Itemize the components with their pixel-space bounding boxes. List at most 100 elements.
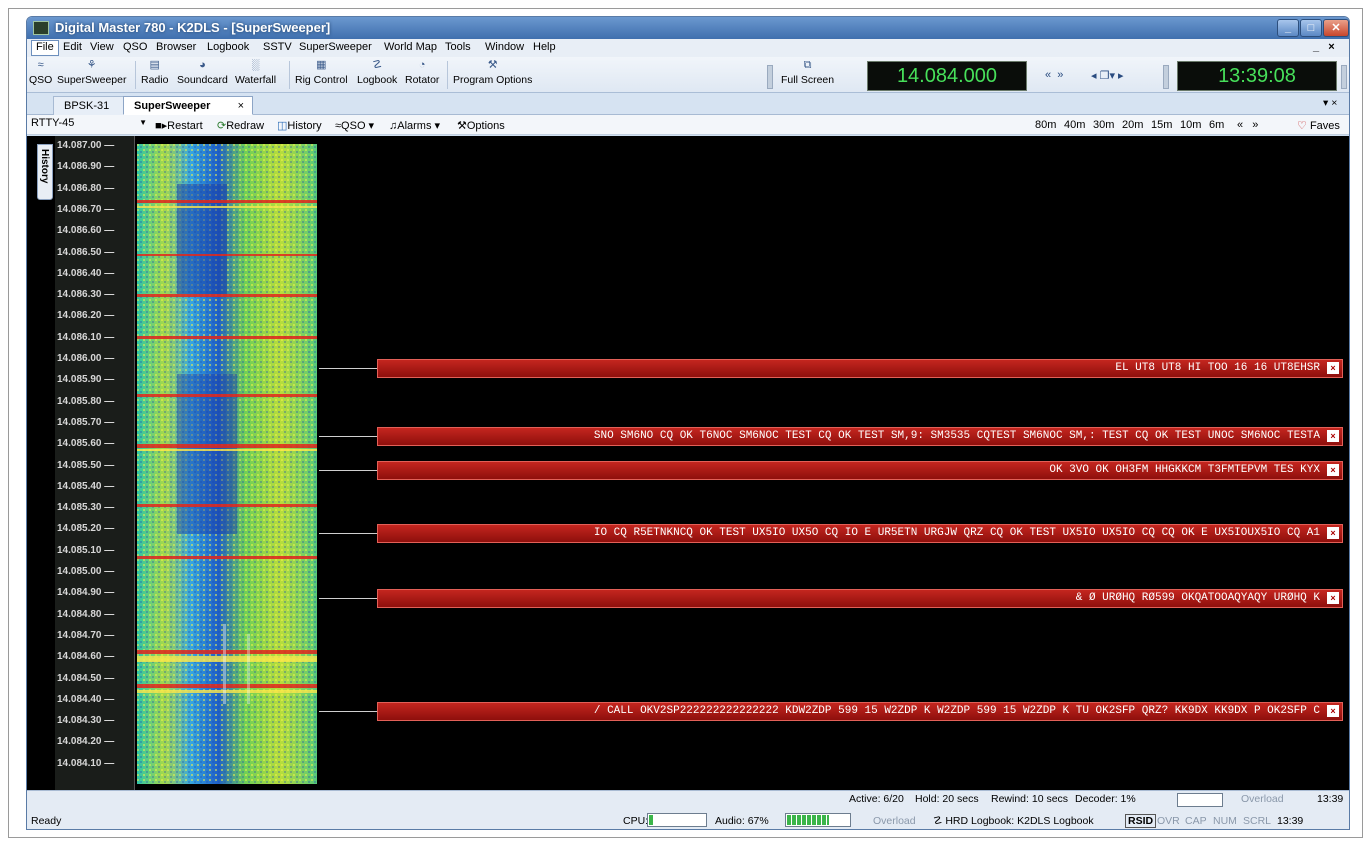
menu-browser[interactable]: Browser [156, 41, 197, 53]
rewind-buttons[interactable]: « » [1045, 69, 1064, 81]
frequency-tick: 14.084.70 — [57, 629, 115, 641]
audio-meter-fill [787, 815, 829, 825]
menu-edit[interactable]: Edit [63, 41, 82, 53]
maximize-button[interactable]: □ [1300, 19, 1322, 37]
waterfall-display[interactable] [137, 144, 317, 784]
decoder-window[interactable]: IO CQ R5ETNKNCQ OK TEST UX5IO UX5O CQ IO… [377, 524, 1343, 543]
rewind-time: Rewind: 10 secs [991, 793, 1069, 805]
tab-menu-controls[interactable]: ▾ × [1323, 97, 1338, 109]
close-icon[interactable]: × [1327, 592, 1339, 604]
menu-qso[interactable]: QSO [123, 41, 148, 53]
soundcard-button[interactable]: ◕ Soundcard [177, 59, 228, 86]
menu-logbook[interactable]: Logbook [207, 41, 250, 53]
rotator-button[interactable]: ◔ Rotator [405, 59, 440, 86]
status-bar: Active: 6/20 Hold: 20 secs Rewind: 10 se… [27, 790, 1349, 829]
rig-control-button[interactable]: ▦ Rig Control [295, 59, 348, 86]
decoder-window[interactable]: / CALL OKV2SP222222222222222 KDW2ZDP 599… [377, 702, 1343, 721]
menu-view[interactable]: View [90, 41, 114, 53]
frequency-tick: 14.086.30 — [57, 289, 115, 301]
menu-file[interactable]: File [31, 40, 59, 56]
decoder-window[interactable]: EL UT8 UT8 HI TOO 16 16 UT8EHSR × [377, 359, 1343, 378]
clock: 13:39 [1277, 815, 1304, 827]
cpu-meter [647, 813, 707, 827]
band-nav-buttons[interactable]: « » [1237, 119, 1259, 131]
logbook-button[interactable]: ☡ Logbook [357, 59, 398, 86]
supersweeper-button[interactable]: ⚘ SuperSweeper [57, 59, 127, 86]
band-6m[interactable]: 6m [1209, 119, 1225, 131]
menu-tools[interactable]: Tools [445, 41, 471, 53]
playback-controls[interactable]: ◂ ❐▾ ▸ [1091, 70, 1124, 82]
band-40m[interactable]: 40m [1064, 119, 1086, 131]
frequency-tick: 14.086.70 — [57, 203, 115, 215]
scrl-indicator: SCRL [1243, 815, 1272, 827]
heart-icon: ♡ [1297, 120, 1307, 132]
restart-button[interactable]: ■▸Restart [155, 120, 203, 132]
history-side-tab[interactable]: History [37, 144, 53, 200]
frequency-tick: 14.084.30 — [57, 715, 115, 727]
menu-supersweeper[interactable]: SuperSweeper [299, 41, 372, 53]
band-30m[interactable]: 30m [1093, 119, 1115, 131]
decoder-window[interactable]: SNO SM6NO CQ OK T6NOC SM6NOC TEST CQ OK … [377, 427, 1343, 446]
tab-close-icon[interactable]: × [237, 100, 244, 112]
toolbar-grip[interactable] [767, 65, 773, 89]
close-icon[interactable]: × [1327, 362, 1339, 374]
frequency-tick: 14.085.20 — [57, 523, 115, 535]
menu-window[interactable]: Window [485, 41, 525, 53]
logbook-icon: ☡ [372, 59, 383, 71]
band-20m[interactable]: 20m [1122, 119, 1144, 131]
frequency-tick: 14.085.00 — [57, 566, 115, 577]
qso-dropdown[interactable]: ≈QSO ▾ [335, 120, 375, 132]
faves-button[interactable]: ♡ Faves [1297, 120, 1340, 132]
close-icon[interactable]: × [1327, 705, 1339, 717]
tab-supersweeper[interactable]: SuperSweeper × [123, 96, 253, 115]
radio-icon: ▤ [149, 59, 160, 71]
band-80m[interactable]: 80m [1035, 119, 1057, 131]
close-icon[interactable]: × [1327, 527, 1339, 539]
supersweeper-toolbar: RTTY-45 ▼ ■▸Restart ⟳Redraw ◫History ≈QSO… [27, 115, 1349, 135]
active-count: Active: 6/20 [849, 793, 904, 805]
history-icon: ◫ [277, 120, 288, 132]
title-bar[interactable]: Digital Master 780 - K2DLS - [SuperSweep… [27, 17, 1349, 39]
options-icon: ⚒ [457, 120, 467, 132]
menu-world-map[interactable]: World Map [384, 41, 437, 53]
redraw-button[interactable]: ⟳Redraw [217, 120, 265, 132]
mdi-controls[interactable]: _ × [1313, 41, 1335, 53]
waterfall-button[interactable]: ░ Waterfall [235, 59, 277, 86]
frequency-tick: 14.084.80 — [57, 608, 115, 620]
decoder-connector [319, 533, 377, 534]
sweeper-display[interactable]: History 14.087.00 — 14.086.90 — 14.086.80 … [27, 136, 1349, 790]
decoder-window[interactable]: & Ø URØHQ RØ599 OKQATOOAQYAQY URØHQ K × [377, 589, 1343, 608]
options-button[interactable]: ⚒Options [457, 120, 505, 132]
minimize-button[interactable]: _ [1277, 19, 1299, 37]
toolbar-grip[interactable] [1341, 65, 1347, 89]
toolbar-grip[interactable] [1163, 65, 1169, 89]
decoder-meter [1177, 793, 1223, 807]
alarms-dropdown[interactable]: ♫Alarms ▾ [389, 120, 441, 132]
frequency-display[interactable]: 14.084.000 [867, 61, 1027, 91]
decoder-window[interactable]: OK 3VO OK OH3FM HHGKKCM T3FMTEPVM TES KY… [377, 461, 1343, 480]
tab-bpsk-31[interactable]: BPSK-31 [53, 96, 139, 115]
close-icon[interactable]: × [1327, 430, 1339, 442]
frequency-tick: 14.084.50 — [57, 672, 115, 684]
rsid-indicator[interactable]: RSID [1125, 814, 1157, 828]
hold-time: Hold: 20 secs [915, 793, 979, 805]
main-toolbar: ≈ QSO ⚘ SuperSweeper ▤ Radio ◕ Soundcard ░ Wa… [27, 57, 1349, 93]
program-options-button[interactable]: ⚒ Program Options [453, 59, 533, 86]
full-screen-button[interactable]: ⧉ Full Screen [781, 59, 835, 86]
band-15m[interactable]: 15m [1151, 119, 1173, 131]
radio-button[interactable]: ▤ Radio [141, 59, 169, 86]
decoder-connector [319, 711, 377, 712]
band-10m[interactable]: 10m [1180, 119, 1202, 131]
mode-select[interactable]: RTTY-45 ▼ [31, 117, 147, 129]
menu-help[interactable]: Help [533, 41, 556, 53]
frequency-tick: 14.085.50 — [57, 459, 115, 471]
menu-sstv[interactable]: SSTV [263, 41, 292, 53]
decoder-load: Decoder: 1% [1075, 793, 1136, 805]
qso-button[interactable]: ≈ QSO [29, 59, 53, 86]
close-button[interactable]: ✕ [1323, 19, 1349, 37]
soundcard-icon: ◕ [199, 59, 206, 71]
close-icon[interactable]: × [1327, 464, 1339, 476]
logbook-status[interactable]: ☡ HRD Logbook: K2DLS Logbook [933, 815, 1094, 827]
waterfall-graphic [137, 144, 317, 784]
history-button[interactable]: ◫History [277, 120, 322, 132]
